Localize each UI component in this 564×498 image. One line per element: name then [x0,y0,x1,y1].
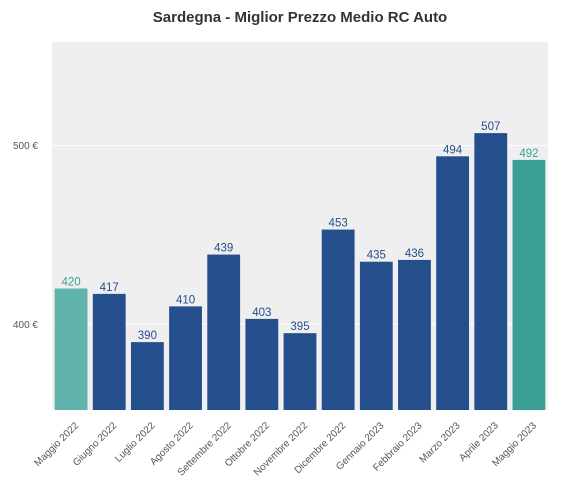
bar [130,342,164,410]
bar [169,306,202,410]
bar [92,293,126,410]
data-label: 453 [329,218,348,230]
bar [245,318,279,410]
bar [283,333,317,410]
bar [436,156,470,410]
bar [474,133,508,410]
data-label: 435 [367,250,386,262]
data-label: 494 [443,144,463,156]
bar [54,288,88,410]
data-label: 507 [481,121,500,133]
bar [321,229,355,410]
chart-title: Sardegna - Miglior Prezzo Medio RC Auto [152,9,448,26]
data-label: 417 [100,282,119,294]
bar [398,259,431,410]
data-label: 410 [176,294,195,306]
data-label: 395 [290,321,309,333]
bar [207,254,241,410]
bar [512,159,546,410]
data-label: 403 [252,307,271,319]
bar [359,261,393,410]
data-label: 492 [519,148,538,160]
data-label: 436 [405,248,424,260]
y-tick-label: 500 € [13,141,38,152]
data-label: 420 [61,277,80,289]
data-label: 439 [214,243,233,255]
data-label: 390 [138,330,157,342]
y-tick-label: 400 € [13,320,38,331]
x-tick-label: Marzo 2023 [418,420,463,465]
